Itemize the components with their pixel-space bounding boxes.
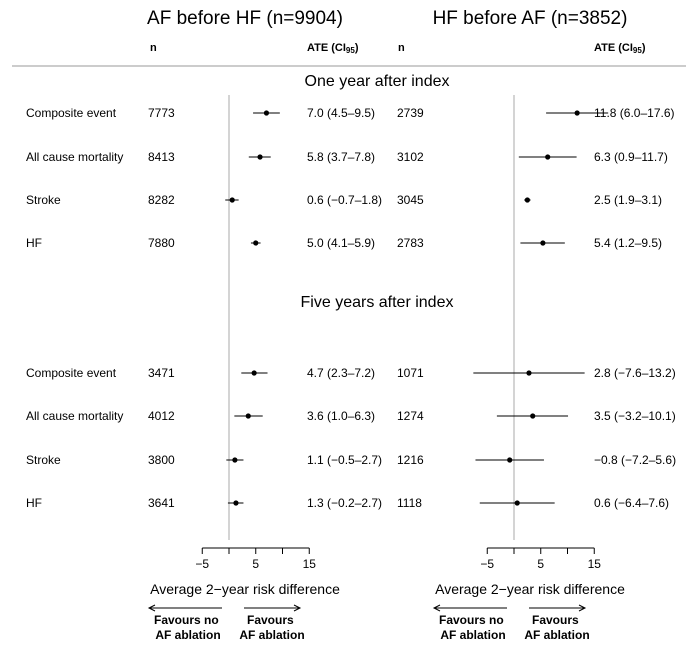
ate-ci-text: 0.6 (−0.7–1.8) — [307, 193, 382, 207]
panel-title-right: HF before AF (n=3852) — [433, 8, 628, 29]
row-n-value: 8413 — [148, 150, 175, 164]
ate-ci-text: 5.4 (1.2–9.5) — [594, 236, 662, 250]
ate-ci-text: 4.7 (2.3–7.2) — [307, 366, 375, 380]
row-n-value: 3471 — [148, 366, 175, 380]
ate-ci-text: 3.5 (−3.2–10.1) — [594, 409, 676, 423]
x-tick-label: 15 — [303, 557, 317, 571]
ate-ci-text: 5.8 (3.7–7.8) — [307, 150, 375, 164]
ate-ci-text: 0.6 (−6.4–7.6) — [594, 496, 669, 510]
point-estimate-marker — [545, 154, 551, 160]
row-n-value: 4012 — [148, 409, 175, 423]
x-tick-label: −5 — [480, 557, 494, 571]
point-estimate-marker — [232, 457, 238, 463]
point-estimate-marker — [574, 110, 580, 116]
point-estimate-marker — [526, 370, 532, 376]
ate-ci-text: 6.3 (0.9–11.7) — [594, 150, 668, 164]
row-n-value: 3800 — [148, 453, 175, 467]
row-n-value: 7880 — [148, 236, 175, 250]
point-estimate-marker — [530, 413, 536, 419]
row-label: Stroke — [26, 453, 61, 467]
section-title-five-years: Five years after index — [301, 294, 454, 311]
axis-layer: −5 5 15 −5 5 15 — [195, 547, 602, 571]
ate-ci-text: −0.8 (−7.2–5.6) — [594, 453, 676, 467]
ate-header-left: ATE (CI95) — [307, 42, 359, 55]
point-estimate-marker — [233, 500, 239, 506]
point-estimate-marker — [245, 413, 251, 419]
row-n-value: 8282 — [148, 193, 175, 207]
ate-ci-text: 1.1 (−0.5–2.7) — [307, 453, 382, 467]
row-n-value: 1118 — [397, 496, 422, 510]
row-n-value: 1071 — [397, 366, 424, 380]
ate-ci-text: 5.0 (4.1–5.9) — [307, 236, 375, 250]
row-label: Composite event — [26, 106, 117, 120]
row-label: All cause mortality — [26, 150, 123, 164]
x-tick-label: 5 — [252, 557, 259, 571]
point-estimate-marker — [251, 370, 257, 376]
row-n-value: 1274 — [397, 409, 424, 423]
point-estimate-marker — [540, 240, 546, 246]
row-n-value: 3045 — [397, 193, 424, 207]
row-n-value: 1216 — [397, 453, 424, 467]
panel-title-left: AF before HF (n=9904) — [147, 8, 343, 29]
x-tick-label: 5 — [537, 557, 544, 571]
row-n-value: 2739 — [397, 106, 424, 120]
x-tick-label: −5 — [195, 557, 209, 571]
favours-no-ablation-label: Favours no AF ablation — [439, 613, 507, 642]
row-n-value: 3641 — [148, 496, 175, 510]
favours-no-ablation-label: Favours no AF ablation — [154, 613, 222, 642]
point-estimate-marker — [514, 500, 520, 506]
favours-right-panel: Favours no AF ablation Favours AF ablati… — [432, 604, 590, 642]
point-estimate-marker — [507, 457, 513, 463]
point-estimate-marker — [524, 197, 530, 203]
row-n-value: 3102 — [397, 150, 424, 164]
row-label: All cause mortality — [26, 409, 123, 423]
ate-ci-text: 3.6 (1.0–6.3) — [307, 409, 375, 423]
point-estimate-marker — [253, 240, 259, 246]
row-label: HF — [26, 236, 42, 250]
favours-ablation-label: Favours AF ablation — [524, 613, 589, 642]
favours-left-panel: Favours no AF ablation Favours AF ablati… — [147, 604, 305, 642]
row-n-value: 7773 — [148, 106, 175, 120]
row-label: Stroke — [26, 193, 61, 207]
x-axis-label-left: Average 2−year risk difference — [150, 581, 340, 597]
ate-ci-text: 7.0 (4.5–9.5) — [307, 106, 375, 120]
ate-header-right: ATE (CI95) — [594, 42, 646, 55]
ate-ci-text: 2.8 (−7.6–13.2) — [594, 366, 676, 380]
point-estimate-marker — [263, 110, 270, 116]
ate-ci-text: 2.5 (1.9–3.1) — [594, 193, 662, 207]
rows-layer: Composite event 7773 7.0 (4.5–9.5) All caus… — [26, 106, 676, 510]
x-tick-label: 15 — [588, 557, 602, 571]
point-estimate-marker — [229, 197, 235, 203]
row-label: Composite event — [26, 366, 117, 380]
row-label: HF — [26, 496, 42, 510]
n-header-left: n — [150, 42, 157, 54]
section-title-one-year: One year after index — [305, 73, 450, 90]
row-n-value: 2783 — [397, 236, 424, 250]
favours-ablation-label: Favours AF ablation — [239, 613, 304, 642]
ate-ci-text: 1.3 (−0.2–2.7) — [307, 496, 382, 510]
n-header-right: n — [398, 42, 405, 54]
x-axis-label-right: Average 2−year risk difference — [435, 581, 625, 597]
point-estimate-marker — [257, 154, 263, 160]
ate-ci-text: 11.8 (6.0–17.6) — [594, 106, 675, 120]
